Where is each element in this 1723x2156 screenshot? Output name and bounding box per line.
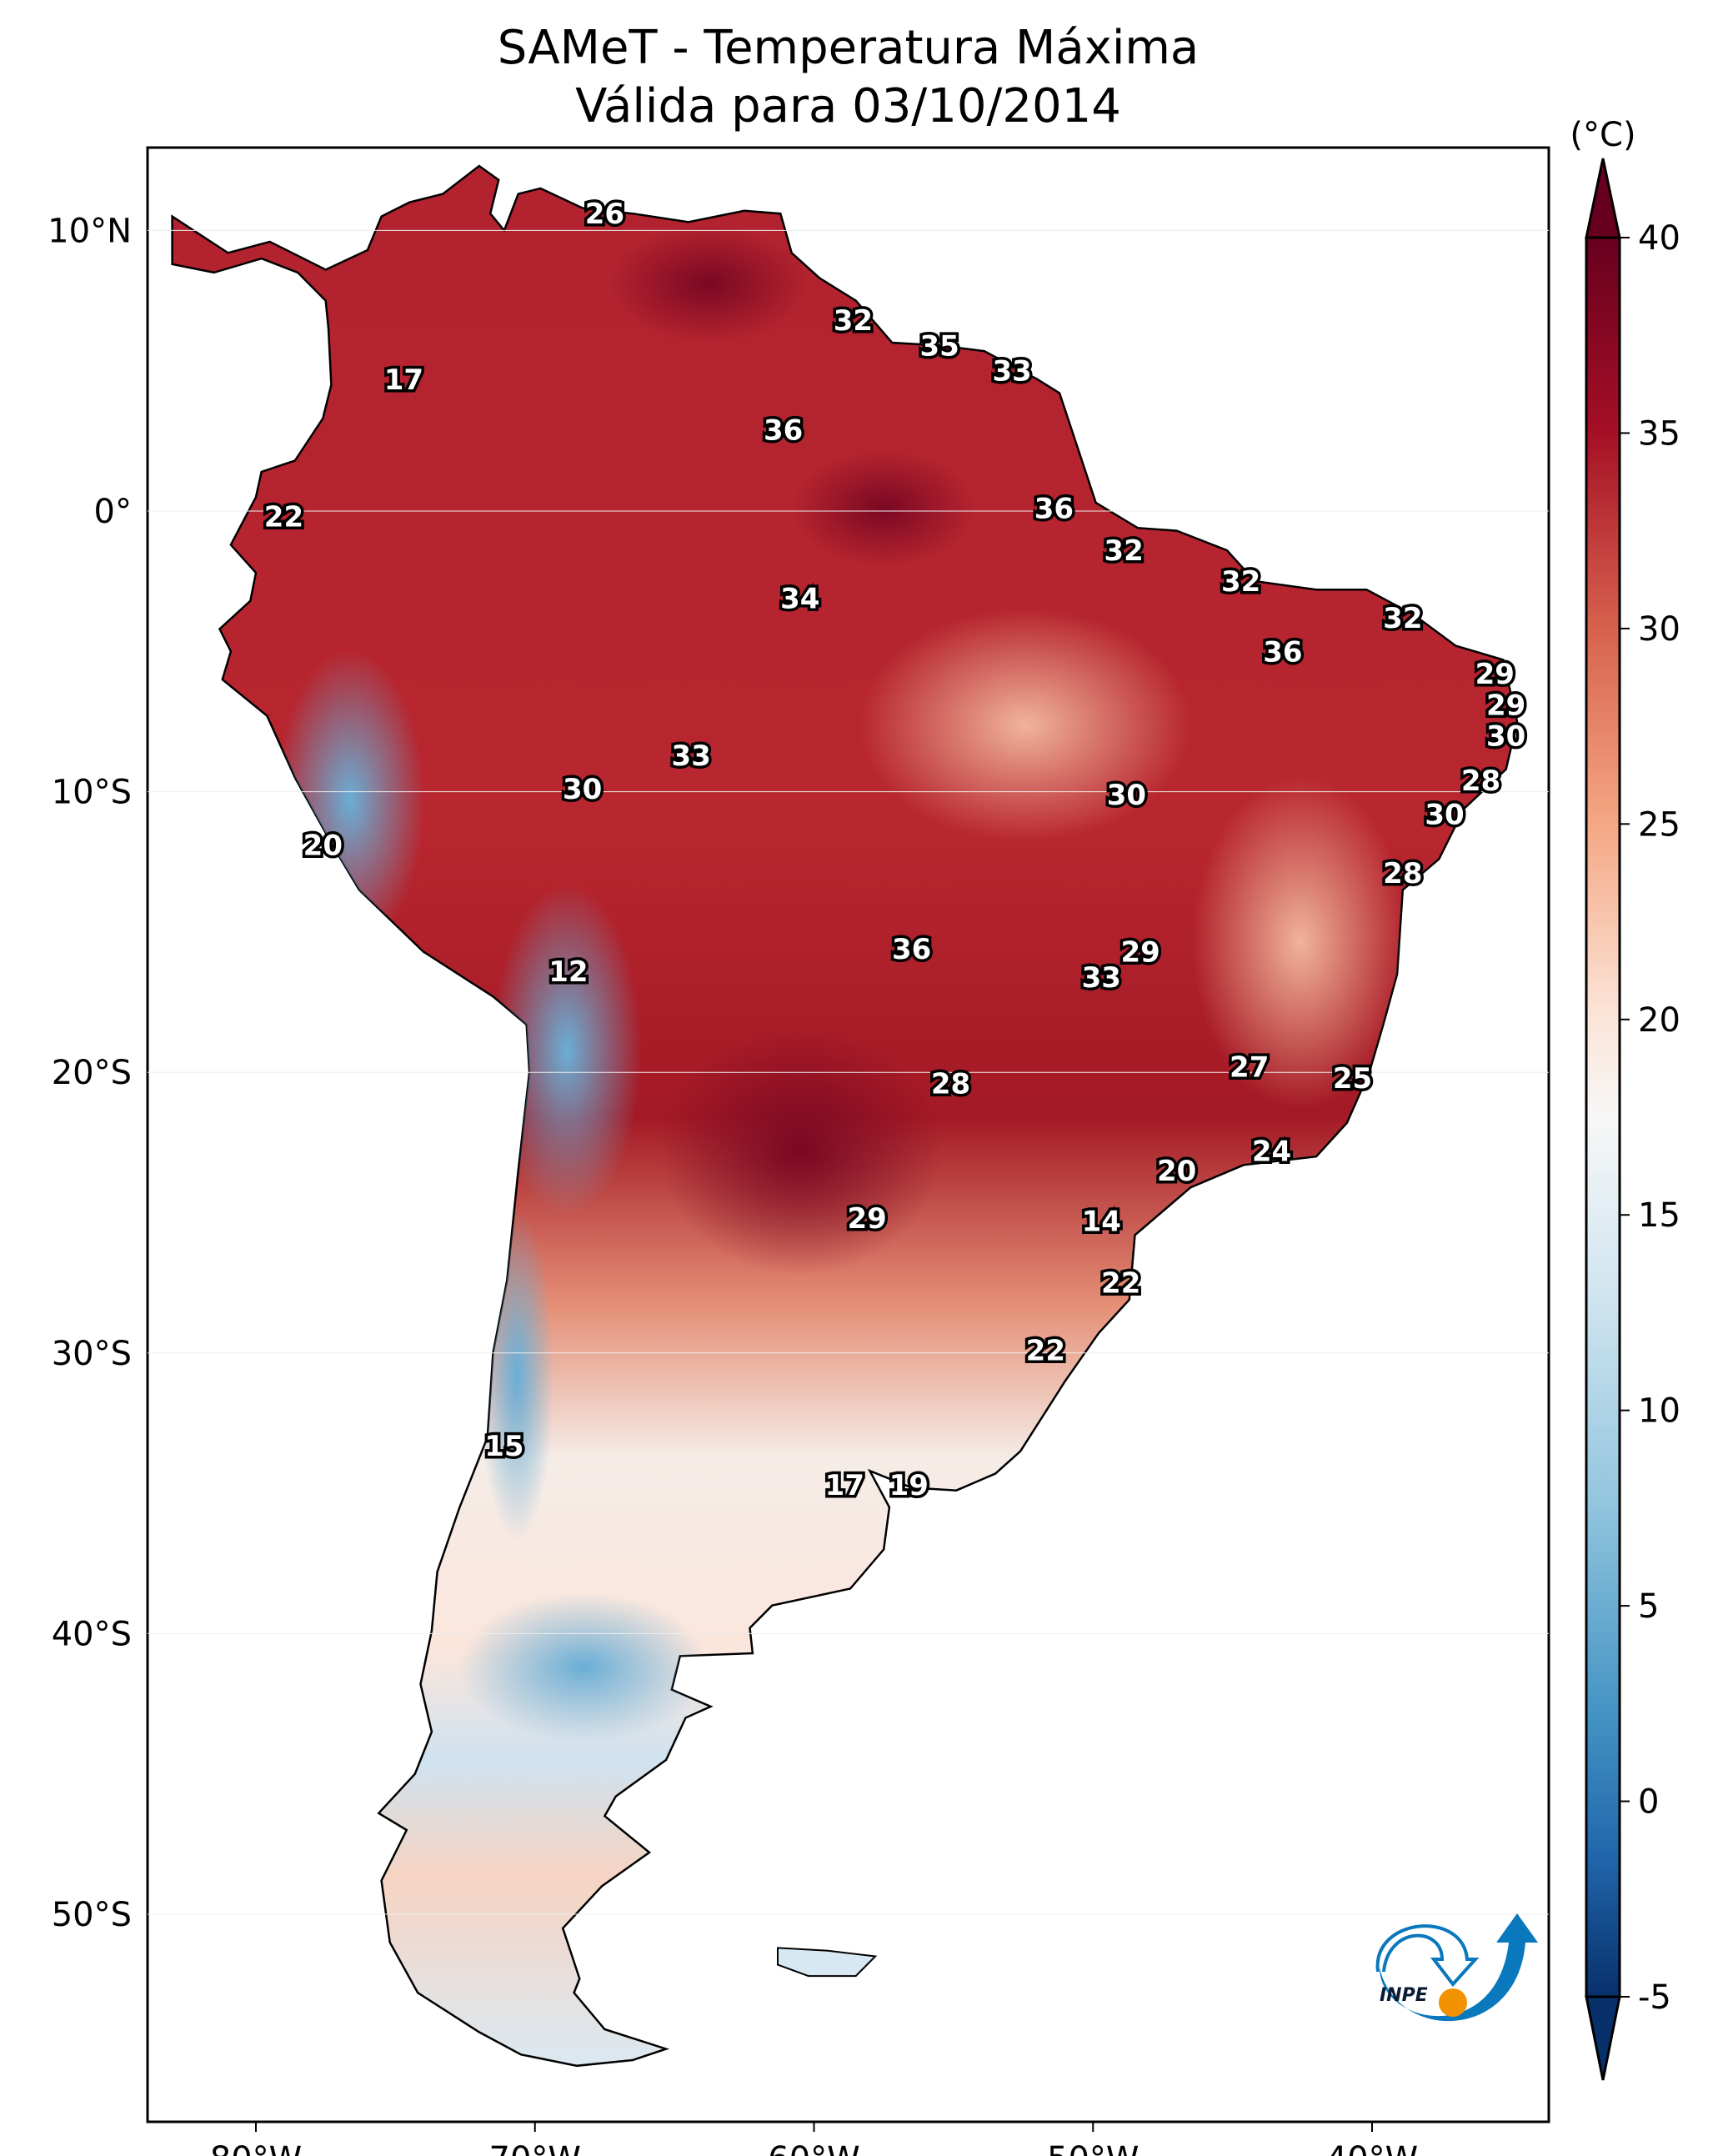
hot-spot-orinoco xyxy=(609,225,809,342)
station-temperature-label: 22 xyxy=(1101,1267,1140,1301)
station-temperature-label: 30 xyxy=(1107,779,1146,812)
y-tick-label: 50°S xyxy=(52,1896,132,1934)
y-tick-label: 30°S xyxy=(52,1335,132,1373)
x-tick-label: 40°W xyxy=(1326,2140,1418,2156)
hot-spot-amazon xyxy=(792,450,975,567)
station-temperature-label: 29 xyxy=(847,1202,886,1236)
chart-title: SAMeT - Temperatura Máxima xyxy=(497,21,1200,75)
station-temperature-label: 29 xyxy=(1120,935,1160,969)
station-temperature-label: 22 xyxy=(264,501,303,534)
station-temperature-label: 32 xyxy=(1104,534,1143,568)
station-temperature-label: 36 xyxy=(1263,635,1302,669)
station-temperature-label: 19 xyxy=(889,1469,929,1502)
y-tick-label: 10°S xyxy=(52,774,132,812)
colorbar-tick-label: 5 xyxy=(1638,1587,1659,1626)
colorbar-tick-label: -5 xyxy=(1638,1978,1671,2017)
inpe-logo-swoosh xyxy=(1380,1913,1538,2022)
station-temperature-label: 17 xyxy=(825,1469,864,1502)
colorbar: (°C) 40 35 30 25 20 15 10 5 0 -5 xyxy=(1570,116,1680,2081)
station-temperature-label: 17 xyxy=(384,364,423,397)
station-temperature-label: 20 xyxy=(303,830,343,863)
map-area xyxy=(171,164,1519,2068)
cold-andes-bolivia xyxy=(492,884,642,1217)
colorbar-tick-label: 20 xyxy=(1638,1001,1680,1040)
station-temperature-label: 28 xyxy=(931,1068,970,1101)
inpe-logo: INPE xyxy=(1375,1913,1538,2022)
colorbar-bar xyxy=(1585,236,1621,1998)
y-tick-label: 40°S xyxy=(52,1615,132,1653)
station-temperature-label: 30 xyxy=(1425,799,1464,832)
station-temperature-label: 33 xyxy=(1082,961,1121,995)
hot-spot-chaco xyxy=(659,1025,942,1276)
station-temperature-label: 20 xyxy=(1157,1155,1196,1188)
station-temperature-label: 27 xyxy=(1230,1050,1269,1084)
station-temperature-label: 29 xyxy=(1475,658,1515,691)
colorbar-tick-label: 15 xyxy=(1638,1196,1680,1235)
station-temperature-label: 14 xyxy=(1082,1206,1121,1239)
y-tick-label: 10°N xyxy=(48,212,132,250)
station-temperature-label: 15 xyxy=(484,1430,523,1463)
station-temperature-label: 36 xyxy=(892,933,931,966)
station-temperature-label: 33 xyxy=(993,355,1032,389)
station-temperature-label: 32 xyxy=(834,304,873,338)
station-temperature-label: 36 xyxy=(764,414,803,447)
colorbar-tick-label: 30 xyxy=(1638,610,1680,649)
colorbar-unit-label: (°C) xyxy=(1570,116,1635,154)
colorbar-tick-label: 10 xyxy=(1638,1392,1680,1431)
station-temperature-label: 35 xyxy=(919,329,959,363)
colorbar-extend-min xyxy=(1585,1995,1621,2081)
station-temperature-label: 32 xyxy=(1383,602,1422,635)
station-temperature-label: 24 xyxy=(1252,1135,1291,1168)
x-tick-label: 50°W xyxy=(1047,2140,1139,2156)
cold-andes-peru xyxy=(275,650,425,950)
colorbar-tick-label: 35 xyxy=(1638,414,1680,453)
station-temperature-label: 34 xyxy=(780,582,819,615)
station-temperature-label: 33 xyxy=(672,740,711,773)
latitude-axis: 10°N 0° 10°S 20°S 30°S 40°S 50°S xyxy=(48,212,1549,1934)
station-temperature-label: 22 xyxy=(1026,1334,1065,1367)
station-temperature-label: 32 xyxy=(1221,565,1260,599)
station-temperature-label: 36 xyxy=(1034,493,1074,526)
warm-anomaly-central-brazil xyxy=(859,609,1192,842)
map-frame xyxy=(146,146,1550,2123)
station-temperature-label: 29 xyxy=(1486,689,1525,722)
colorbar-tick-label: 40 xyxy=(1638,219,1680,258)
y-tick-label: 20°S xyxy=(52,1054,132,1092)
x-tick-label: 60°W xyxy=(768,2140,859,2156)
cold-patagonia xyxy=(458,1592,709,1742)
x-tick-label: 70°W xyxy=(489,2140,581,2156)
station-temperature-label: 12 xyxy=(548,955,588,989)
x-tick-label: 80°W xyxy=(210,2140,302,2156)
longitude-axis: 80°W 70°W 60°W 50°W 40°W xyxy=(210,2122,1418,2156)
station-temperature-label: 28 xyxy=(1461,765,1500,798)
inpe-logo-text: INPE xyxy=(1380,1985,1428,2006)
station-temperature-label: 25 xyxy=(1333,1062,1372,1096)
station-temperature-label: 30 xyxy=(1486,720,1525,753)
chart-subtitle: Válida para 03/10/2014 xyxy=(575,79,1121,133)
station-temperature-label: 30 xyxy=(563,773,602,806)
inpe-logo-sun xyxy=(1439,1988,1467,2017)
station-temperature-label: 26 xyxy=(585,198,624,231)
colorbar-extend-max xyxy=(1585,158,1621,239)
station-temperature-label: 28 xyxy=(1383,857,1422,890)
colorbar-tick-label: 25 xyxy=(1638,805,1680,844)
colorbar-tick-label: 0 xyxy=(1638,1783,1659,1822)
falkland-islands xyxy=(777,1947,878,1978)
colorbar-ticks: 40 35 30 25 20 15 10 5 0 -5 xyxy=(1620,219,1680,2017)
station-labels: 2617223235333636323432323629293028302833… xyxy=(261,195,1529,1506)
warm-anomaly-east-brazil xyxy=(1192,775,1409,1109)
temperature-field-overlays xyxy=(275,225,1409,1742)
y-tick-label: 0° xyxy=(94,493,132,531)
inpe-logo-orbit-arrow xyxy=(1375,1924,1480,1988)
